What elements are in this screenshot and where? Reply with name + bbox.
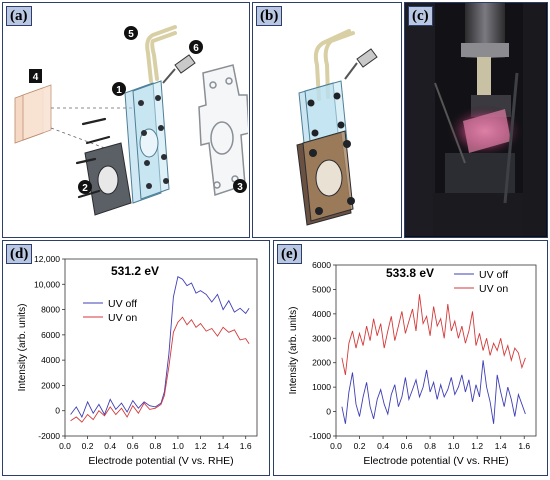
tubing [145,25,177,83]
y-tick-label: 8000 [41,305,60,315]
panel-e: (e) 0.0 0.2 0.4 0.6 0.8 1.0 1.2 1.4 1.6 -1000 0 100… [273,240,548,476]
y-tick-label: 6000 [312,260,331,270]
y-tick-label: 2000 [41,380,60,390]
experimental-setup-photo [405,3,546,236]
chart-title: 533.8 eV [386,266,434,280]
y-tick-label: 5000 [312,284,331,294]
x-tick-label: 1.0 [448,441,460,451]
y-tick-label: 4000 [312,309,331,319]
panel-a: (a) [2,2,250,238]
x-tick-label: 1.2 [471,441,483,451]
x-tick-label: 1.2 [195,441,207,451]
callout-2: 2 [82,183,88,194]
callout-1: 1 [116,85,122,96]
y-tick-label: -1000 [309,431,331,441]
panel-a-label: (a) [6,6,32,26]
x-tick-label: 0.0 [330,441,342,451]
chart-title: 531.2 eV [111,264,159,278]
y-tick-label: 0 [326,407,331,417]
y-tick-label: 4000 [41,355,60,365]
plot-frame [64,258,258,437]
chart-531-eV: 0.0 0.2 0.4 0.6 0.8 1.0 1.2 1.4 1.6 -2000 0 2000 400… [17,254,258,467]
exploded-cell-illustration: 1 2 3 4 5 6 [14,25,248,216]
legend-entry: UV off [108,298,137,310]
x-tick-label: 0.6 [401,441,413,451]
series-line-uv-off [341,360,526,424]
x-tick-label: 0.2 [82,441,94,451]
callout-markers: 1 2 3 4 5 6 [29,26,247,194]
y-tick-label: 1000 [312,382,331,392]
series-line-uv-on [70,316,250,423]
x-tick-label: 0.6 [127,441,139,451]
y-tick-label: 3000 [312,333,331,343]
panel-e-label: (e) [277,244,302,264]
front-frame [198,64,248,197]
y-tick-label: 2000 [312,358,331,368]
callout-4: 4 [33,72,39,83]
x-axis-label: Electrode potential (V vs. RHE) [88,455,233,467]
panel-d-label: (d) [6,244,33,264]
legend-entry: UV on [108,312,137,324]
x-tick-label: 0.0 [59,441,71,451]
y-tick-label: 12,000 [34,254,60,264]
x-tick-label: 0.4 [377,441,389,451]
y-axis-label: Intensity (arb. units) [288,307,299,395]
panel-b: (b) [252,2,402,238]
callout-3: 3 [237,182,243,193]
y-axis-label: Intensity (arb. units) [17,304,28,392]
panel-b-label: (b) [256,6,283,26]
x-tick-label: 1.4 [495,441,507,451]
x-tick-label: 0.4 [104,441,116,451]
y-tick-label: -2000 [38,431,60,441]
x-tick-label: 1.0 [172,441,184,451]
x-tick-label: 1.6 [518,441,530,451]
panel-c: (c) [404,2,548,238]
x-tick-label: 0.8 [149,441,161,451]
panel-d: (d) 0.0 0.2 0.4 0.6 0.8 1.0 1.2 1.4 1.6 -2000 0 200… [2,240,270,476]
x-tick-label: 1.6 [240,441,252,451]
y-tick-label: 10,000 [34,279,60,289]
reference-electrode [162,54,196,84]
legend-entry: UV off [479,269,508,281]
series-line-uv-on [341,294,526,375]
x-tick-label: 1.4 [217,441,229,451]
assembled-cell-illustration [296,29,378,226]
series-line-uv-off [70,276,250,419]
y-tick-label: 6000 [41,330,60,340]
x-tick-label: 0.8 [424,441,436,451]
legend-entry: UV on [479,283,508,295]
plot-frame [335,264,537,437]
x-tick-label: 0.2 [354,441,366,451]
x-axis-label: Electrode potential (V vs. RHE) [363,455,508,467]
chart-533-eV: 0.0 0.2 0.4 0.6 0.8 1.0 1.2 1.4 1.6 -1000 0 1000 200… [288,260,537,467]
y-tick-label: 0 [55,406,60,416]
panel-c-label: (c) [408,6,433,26]
callout-5: 5 [128,29,134,40]
callout-6: 6 [193,43,199,54]
